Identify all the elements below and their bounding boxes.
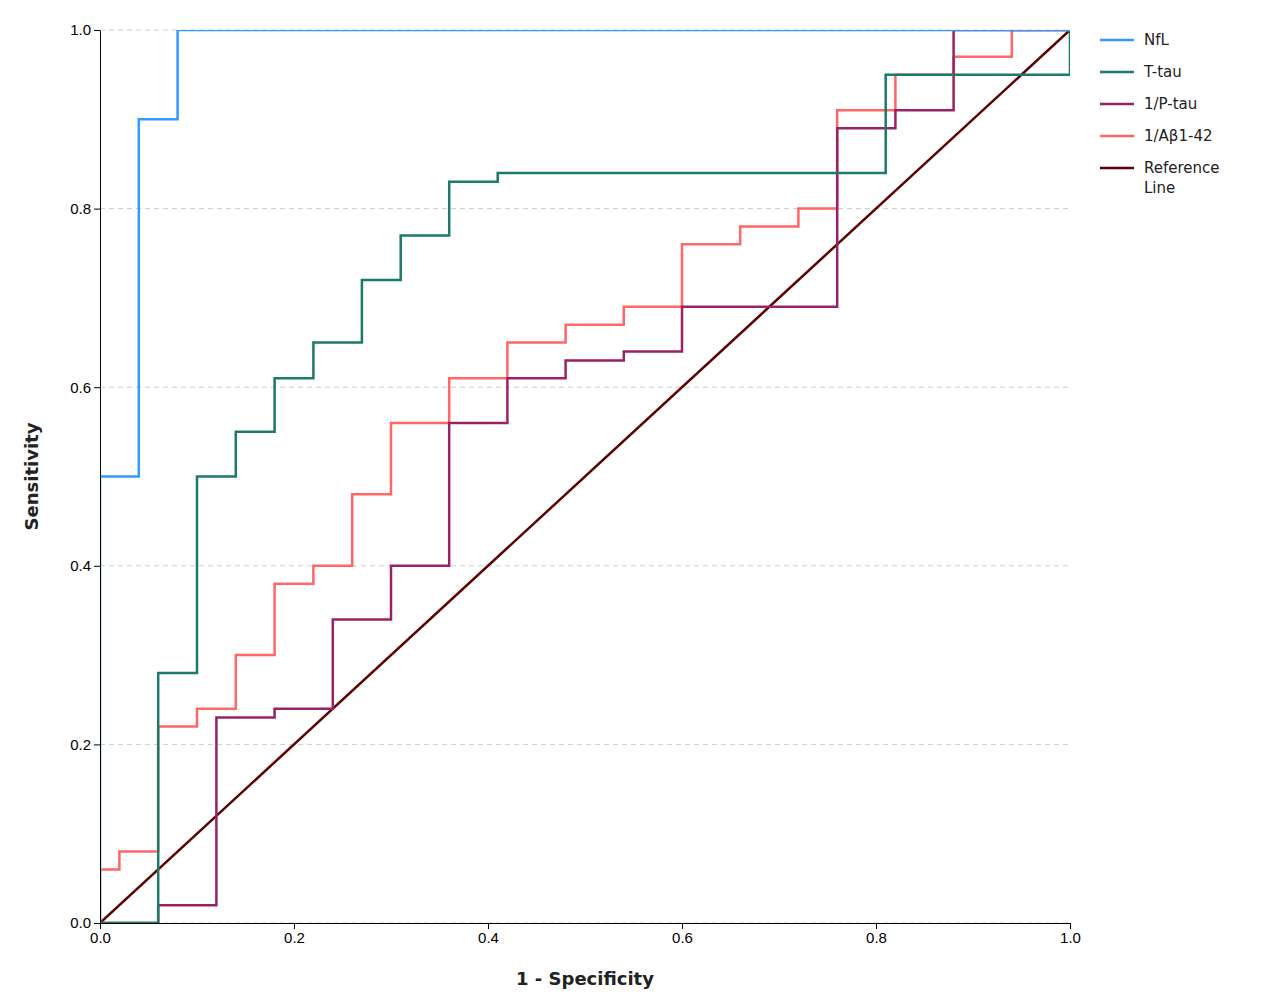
legend-label: 1/P-tau [1144,95,1197,113]
tick: 0.6 [672,923,693,946]
tick-label: 0.8 [866,929,887,946]
tick: 1.0 [70,21,100,38]
tick-label: 0.0 [70,914,91,931]
legend-label: T-tau [1143,63,1182,81]
tick-mark [94,923,100,924]
tick: 1.0 [1060,923,1081,946]
tick-label: 0.4 [70,557,91,574]
grid-line [100,923,1070,924]
grid-line [100,208,1070,209]
legend-item: NfL [1100,31,1170,49]
tick: 0.6 [70,379,100,396]
tick-mark [94,30,100,31]
tick: 0.2 [284,923,305,946]
tick-label: 0.6 [672,929,693,946]
tick: 0.8 [866,923,887,946]
grid [100,30,1070,923]
y-axis: 0.0 0.2 0.4 0.6 0.8 1.0 [70,21,100,931]
legend-item: ReferenceLine [1100,159,1220,197]
tick: 0.0 [70,914,100,931]
tick-mark [94,566,100,567]
plot: 0.0 0.2 0.4 0.6 0.8 1.0 0.0 0.2 0.4 0.6 0.8 1.0 1 - … [21,21,1081,989]
tick-label: 0.8 [70,200,91,217]
tick-label: 1.0 [1060,929,1081,946]
legend-item: T-tau [1100,63,1182,81]
tick-label: 0.6 [70,379,91,396]
legend-swatch [1100,167,1134,170]
legend-swatch [1100,71,1134,74]
legend-label: NfL [1144,31,1170,49]
series-line [100,30,1070,923]
tick: 0.4 [478,923,499,946]
tick-label: 0.2 [284,929,305,946]
tick-label: 0.2 [70,736,91,753]
series-line [100,30,1070,923]
grid-line [100,744,1070,745]
legend-swatch [1100,39,1134,42]
tick-label: 1.0 [70,21,91,38]
tick: 0.8 [70,200,100,217]
series-line [100,30,1070,923]
grid-line [100,565,1070,566]
chart: 0.0 0.2 0.4 0.6 0.8 1.0 0.0 0.2 0.4 0.6 0.8 1.0 1 - … [0,0,1280,1008]
x-axis: 0.0 0.2 0.4 0.6 0.8 1.0 [90,923,1081,946]
y-axis-title: Sensitivity [21,422,42,530]
legend-item: 1/Aβ1-42 [1100,127,1212,145]
tick: 0.2 [70,736,100,753]
lines [100,30,1070,923]
legend: NfL T-tau 1/P-tau 1/Aβ1-42 ReferenceLine [1100,31,1220,197]
tick: 0.4 [70,557,100,574]
legend-swatch [1100,103,1134,106]
tick-label: 0.0 [90,929,111,946]
legend-label: 1/Aβ1-42 [1144,127,1212,145]
series-line [100,30,1070,923]
tick-mark [94,387,100,388]
legend-item: 1/P-tau [1100,95,1197,113]
axis-line [101,923,1071,924]
tick-mark [94,744,100,745]
tick: 0.0 [90,923,111,946]
legend-swatch [1100,135,1134,138]
x-axis-title: 1 - Specificity [516,968,654,989]
legend-label: ReferenceLine [1144,159,1220,197]
tick-mark [94,209,100,210]
series-line [100,30,1070,923]
grid-line [100,387,1070,388]
axis-line [100,31,101,924]
tick-label: 0.4 [478,929,499,946]
